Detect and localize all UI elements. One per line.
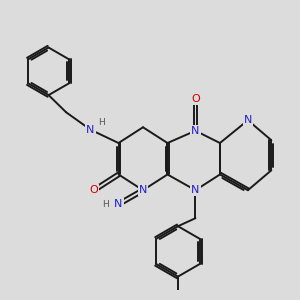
Text: N: N [86, 125, 95, 135]
Text: H: H [98, 118, 105, 127]
Text: N: N [244, 115, 252, 125]
Text: N: N [114, 199, 123, 209]
Text: N: N [191, 126, 200, 136]
Text: O: O [90, 185, 98, 195]
Text: N: N [139, 185, 147, 195]
Text: H: H [102, 200, 109, 209]
Text: O: O [191, 94, 200, 104]
Text: N: N [191, 185, 200, 195]
